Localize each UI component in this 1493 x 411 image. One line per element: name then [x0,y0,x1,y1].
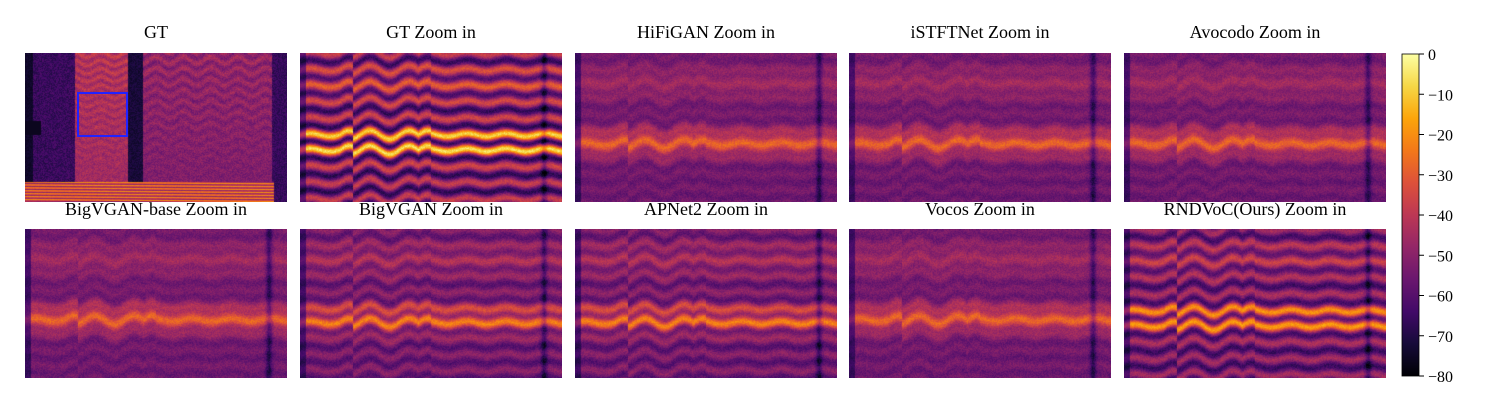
spectrogram-image [300,229,562,378]
panel-title: BigVGAN Zoom in [359,199,503,219]
colorbar-tick-label: −20 [1428,128,1453,145]
spectrogram-panel: GT Zoom in [300,22,562,202]
panel-title: GT Zoom in [386,22,476,42]
spectrogram-panel: APNet2 Zoom in [575,199,837,378]
panel-title: Vocos Zoom in [925,199,1035,219]
zoom-region-box [77,92,128,137]
colorbar-tick-label: −80 [1428,369,1453,386]
spectrogram-panel: RNDVoC(Ours) Zoom in [1124,199,1386,378]
panel-title: HiFiGAN Zoom in [637,22,775,42]
panel-title: iSTFTNet Zoom in [911,22,1050,42]
spectrogram-image [849,53,1111,202]
spectrogram-panel: HiFiGAN Zoom in [575,22,837,202]
spectrogram-panel: Vocos Zoom in [849,199,1111,378]
spectrogram-panel: GT [25,22,287,202]
panel-title: BigVGAN-base Zoom in [65,199,247,219]
panel-title: GT [144,22,168,42]
colorbar: 0 −10 −20 −30 −40 −50 −60 −70 −80 [1401,47,1453,386]
panel-title: RNDVoC(Ours) Zoom in [1164,199,1347,220]
spectrogram-panel: iSTFTNet Zoom in [849,22,1111,202]
colorbar-tick-label: −30 [1428,168,1453,185]
spectrogram-image [575,229,837,378]
spectrogram-panel: BigVGAN-base Zoom in [25,199,287,378]
colorbar-tick-label: −70 [1428,329,1453,346]
spectrogram-image [849,229,1111,378]
spectrogram-image [1124,53,1386,202]
colorbar-tick-label: −10 [1428,87,1453,104]
colorbar-gradient [1401,53,1420,377]
spectrogram-panel: BigVGAN Zoom in [300,199,562,378]
panel-title: Avocodo Zoom in [1190,22,1321,42]
spectrogram-image [25,229,287,378]
colorbar-tick-label: −60 [1428,289,1453,306]
colorbar-tick-label: −50 [1428,248,1453,265]
spectrogram-image [25,53,287,202]
colorbar-tick-label: −40 [1428,208,1453,225]
panel-title: APNet2 Zoom in [644,199,768,219]
spectrogram-panel: Avocodo Zoom in [1124,22,1386,202]
spectrogram-image [575,53,837,202]
colorbar-tick-label: 0 [1428,47,1436,64]
spectrogram-image [300,53,562,202]
spectrogram-image [1124,229,1386,378]
